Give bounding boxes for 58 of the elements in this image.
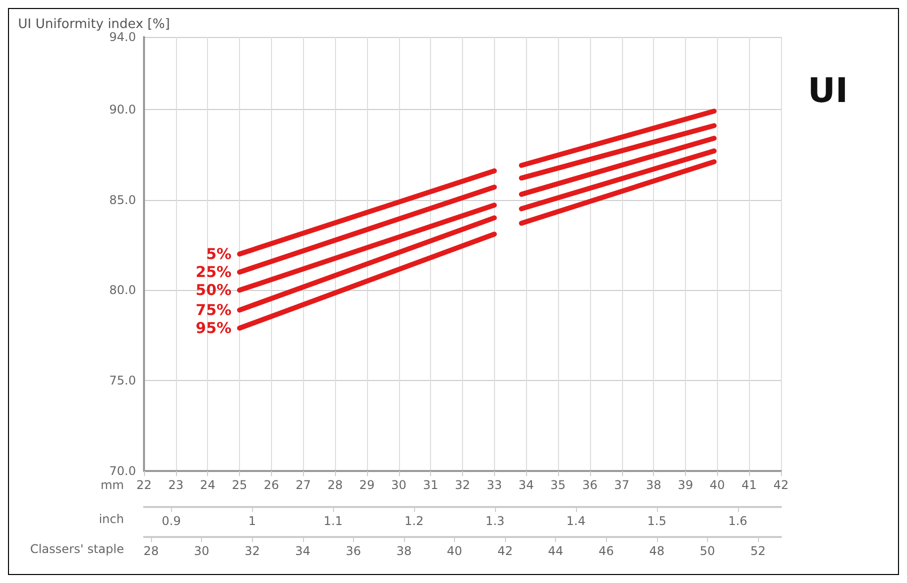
y-tick-label: 90.0	[109, 102, 136, 116]
text: 1.6	[728, 514, 748, 528]
x-tick-label: 28	[327, 478, 343, 492]
x-tick-label: 36	[582, 478, 598, 492]
x2-tick-label: 50	[700, 544, 716, 558]
x-tick-label: 34	[518, 478, 534, 492]
text: 1.2	[404, 514, 424, 528]
x-tick-label: 33	[486, 478, 502, 492]
x-tick-label: 39	[678, 478, 694, 492]
x-tick-label: 25	[232, 478, 248, 492]
x-tick-label: 31	[423, 478, 438, 492]
text: inch	[98, 512, 124, 526]
x2-axis-title: Classers' staple	[30, 542, 124, 556]
x2-tick-label: 34	[295, 544, 310, 558]
text: 1	[248, 514, 256, 528]
x-tick-label: 35	[550, 478, 566, 492]
x-tick-label: 30	[391, 478, 406, 492]
x2-tick-label: 30	[194, 544, 210, 558]
x2-tick-label: 42	[497, 544, 513, 558]
text: 1.5	[647, 514, 666, 528]
y-tick-label: 70.0	[109, 464, 136, 478]
chart-title: UI Uniformity index [%]	[18, 17, 170, 32]
series-label: 95%	[196, 319, 232, 338]
x-tick-label: 22	[136, 478, 152, 492]
x2-tick-label: 44	[548, 544, 564, 558]
x-tick-label: 27	[296, 478, 311, 492]
x2-tick-label: 32	[244, 544, 260, 558]
x2-tick-label: 48	[649, 544, 664, 558]
x-tick-label: 26	[264, 478, 280, 492]
series-label: 50%	[196, 281, 232, 300]
x-tick-label: 41	[742, 478, 757, 492]
x2-tick-label: 36	[346, 544, 362, 558]
x-tick-label: 24	[200, 478, 216, 492]
x-tick-label: 32	[454, 478, 470, 492]
x-tick-label: 40	[710, 478, 725, 492]
x2-tick-label: 40	[446, 544, 462, 558]
x-tick-label: 38	[646, 478, 662, 492]
series-label: 75%	[196, 301, 232, 320]
y-tick-label: 85.0	[109, 192, 136, 207]
x-tick-label: 37	[614, 478, 630, 492]
series-label: 5%	[206, 245, 232, 263]
x-tick-label: 42	[773, 478, 789, 492]
x2-tick-label: 52	[750, 544, 766, 558]
y-tick-label: 94.0	[109, 30, 136, 44]
series-label: 25%	[196, 263, 232, 282]
text: UI	[808, 71, 848, 111]
x-axis-title: mm	[100, 478, 124, 492]
text: 0.9	[162, 514, 181, 528]
y-tick-label: 75.0	[109, 374, 136, 388]
x2-tick-label: 28	[143, 544, 159, 558]
x-tick-label: 23	[168, 478, 184, 492]
x2-tick-label: 46	[598, 544, 614, 558]
x2-tick-label: 38	[396, 544, 412, 558]
text: 1.4	[566, 514, 586, 528]
y-tick-label: 80.0	[109, 283, 136, 298]
text: 1.3	[485, 514, 505, 528]
text: 1.1	[324, 514, 343, 528]
x-tick-label: 29	[359, 478, 375, 492]
